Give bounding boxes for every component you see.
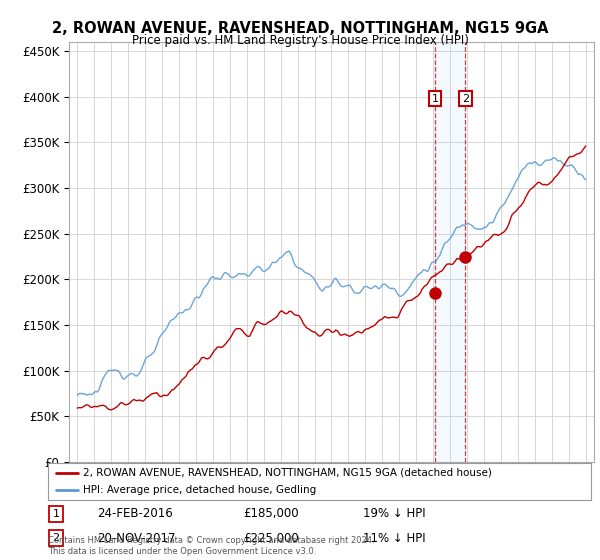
Text: 11% ↓ HPI: 11% ↓ HPI bbox=[363, 531, 425, 545]
Text: 2, ROWAN AVENUE, RAVENSHEAD, NOTTINGHAM, NG15 9GA (detached house): 2, ROWAN AVENUE, RAVENSHEAD, NOTTINGHAM,… bbox=[83, 468, 492, 478]
Text: 2, ROWAN AVENUE, RAVENSHEAD, NOTTINGHAM, NG15 9GA: 2, ROWAN AVENUE, RAVENSHEAD, NOTTINGHAM,… bbox=[52, 21, 548, 36]
Text: 1: 1 bbox=[53, 509, 59, 519]
Text: £185,000: £185,000 bbox=[244, 507, 299, 520]
Text: 2: 2 bbox=[53, 533, 60, 543]
Text: 2: 2 bbox=[462, 94, 469, 104]
Text: Price paid vs. HM Land Registry's House Price Index (HPI): Price paid vs. HM Land Registry's House … bbox=[131, 34, 469, 46]
Text: £225,000: £225,000 bbox=[244, 531, 299, 545]
Text: 20-NOV-2017: 20-NOV-2017 bbox=[97, 531, 175, 545]
Text: 24-FEB-2016: 24-FEB-2016 bbox=[97, 507, 173, 520]
Bar bbox=[435, 42, 465, 462]
Text: Contains HM Land Registry data © Crown copyright and database right 2024.
This d: Contains HM Land Registry data © Crown c… bbox=[48, 536, 374, 556]
Text: HPI: Average price, detached house, Gedling: HPI: Average price, detached house, Gedl… bbox=[83, 486, 317, 496]
Text: 19% ↓ HPI: 19% ↓ HPI bbox=[363, 507, 425, 520]
Text: 1: 1 bbox=[431, 94, 439, 104]
